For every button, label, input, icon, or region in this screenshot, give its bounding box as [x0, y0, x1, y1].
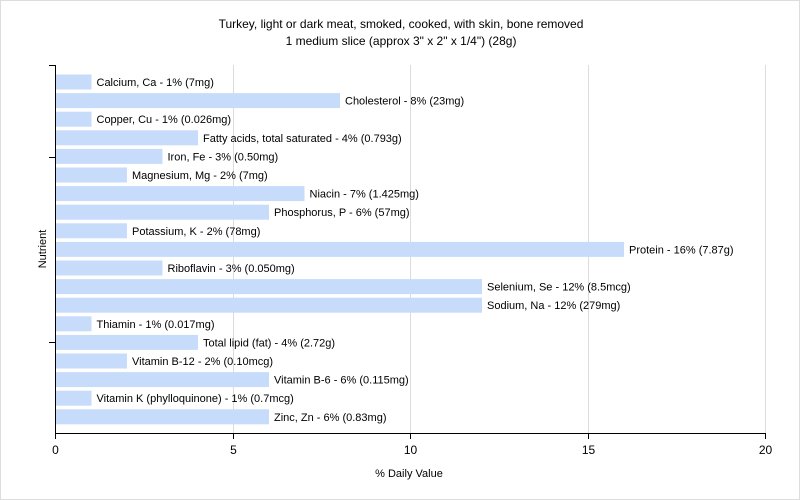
bar-label-12: Sodium, Na - 12% (279mg) — [487, 300, 620, 312]
x-tick-label-3: 15 — [582, 443, 596, 457]
bar-17 — [56, 390, 92, 406]
chart-subtitle: 1 medium slice (approx 3" x 2" x 1/4") (… — [286, 34, 517, 48]
bar-5 — [56, 167, 127, 183]
bar-3 — [56, 130, 198, 146]
bar-label-11: Selenium, Se - 12% (8.5mcg) — [487, 282, 631, 294]
bar-label-8: Potassium, K - 2% (78mg) — [132, 226, 260, 238]
y-axis-label: Nutrient — [37, 230, 49, 269]
bar-6 — [56, 186, 305, 202]
bar-10 — [56, 260, 163, 276]
bar-label-17: Vitamin K (phylloquinone) - 1% (0.7mcg) — [97, 393, 294, 405]
bar-label-14: Total lipid (fat) - 4% (2.72g) — [203, 337, 335, 349]
chart-title: Turkey, light or dark meat, smoked, cook… — [219, 17, 584, 31]
bar-label-3: Fatty acids, total saturated - 4% (0.793… — [203, 133, 402, 145]
bars: Calcium, Ca - 1% (7mg) Cholesterol - 8% (… — [56, 74, 734, 425]
x-tick-label-4: 20 — [759, 443, 773, 457]
bar-14 — [56, 334, 198, 350]
bar-label-13: Thiamin - 1% (0.017mg) — [97, 319, 215, 331]
bar-11 — [56, 279, 482, 295]
bar-label-5: Magnesium, Mg - 2% (7mg) — [132, 170, 268, 182]
bar-label-15: Vitamin B-12 - 2% (0.10mcg) — [132, 356, 273, 368]
bar-label-4: Iron, Fe - 3% (0.50mg) — [168, 151, 279, 163]
x-axis-label: % Daily Value — [375, 468, 443, 480]
bar-4 — [56, 148, 163, 164]
bar-12 — [56, 297, 482, 313]
x-tick-label-2: 10 — [404, 443, 418, 457]
bar-16 — [56, 372, 269, 388]
bar-0 — [56, 74, 92, 90]
x-tick-label-1: 5 — [230, 443, 237, 457]
bar-18 — [56, 409, 269, 425]
bar-label-1: Cholesterol - 8% (23mg) — [345, 96, 464, 108]
x-tick-label-0: 0 — [52, 443, 59, 457]
bar-label-2: Copper, Cu - 1% (0.026mg) — [97, 114, 232, 126]
bar-9 — [56, 241, 624, 257]
bar-8 — [56, 223, 127, 239]
bar-1 — [56, 93, 340, 109]
bar-15 — [56, 353, 127, 369]
bar-7 — [56, 204, 269, 220]
bar-label-16: Vitamin B-6 - 6% (0.115mg) — [274, 375, 409, 387]
bar-label-10: Riboflavin - 3% (0.050mg) — [168, 263, 295, 275]
bar-label-9: Protein - 16% (7.87g) — [629, 244, 734, 256]
bar-2 — [56, 111, 92, 127]
bar-label-0: Calcium, Ca - 1% (7mg) — [97, 77, 214, 89]
bar-label-7: Phosphorus, P - 6% (57mg) — [274, 207, 410, 219]
bar-label-6: Niacin - 7% (1.425mg) — [310, 189, 419, 201]
axes: 0 5 10 15 20 — [49, 65, 772, 457]
bar-label-18: Zinc, Zn - 6% (0.83mg) — [274, 412, 386, 424]
bar-13 — [56, 316, 92, 332]
